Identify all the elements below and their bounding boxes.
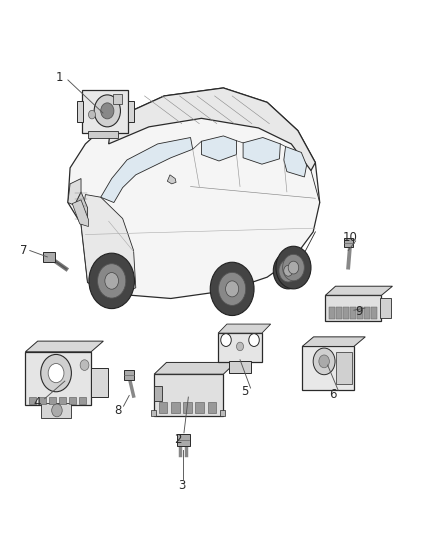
Text: 10: 10 xyxy=(343,231,358,244)
FancyBboxPatch shape xyxy=(151,410,156,416)
Text: 3: 3 xyxy=(178,479,185,491)
FancyBboxPatch shape xyxy=(77,101,83,122)
FancyBboxPatch shape xyxy=(325,295,381,321)
FancyBboxPatch shape xyxy=(336,352,352,384)
FancyBboxPatch shape xyxy=(88,131,118,138)
Circle shape xyxy=(48,364,64,383)
FancyBboxPatch shape xyxy=(364,307,370,319)
Circle shape xyxy=(249,334,259,346)
FancyBboxPatch shape xyxy=(183,402,192,413)
Circle shape xyxy=(283,254,304,281)
Circle shape xyxy=(284,265,293,276)
Circle shape xyxy=(276,246,311,289)
Circle shape xyxy=(88,110,95,119)
Circle shape xyxy=(89,253,134,309)
FancyBboxPatch shape xyxy=(91,368,108,397)
FancyBboxPatch shape xyxy=(39,397,46,404)
Polygon shape xyxy=(81,195,136,294)
FancyBboxPatch shape xyxy=(82,90,128,133)
FancyBboxPatch shape xyxy=(357,307,363,319)
Text: 4: 4 xyxy=(33,396,41,409)
Circle shape xyxy=(210,262,254,316)
Polygon shape xyxy=(201,136,237,161)
FancyBboxPatch shape xyxy=(177,434,190,446)
FancyBboxPatch shape xyxy=(171,402,180,413)
FancyBboxPatch shape xyxy=(344,238,353,247)
FancyBboxPatch shape xyxy=(25,352,91,405)
Polygon shape xyxy=(243,138,280,164)
FancyBboxPatch shape xyxy=(154,386,162,401)
FancyBboxPatch shape xyxy=(195,402,204,413)
FancyBboxPatch shape xyxy=(29,397,36,404)
Polygon shape xyxy=(74,192,88,225)
Polygon shape xyxy=(284,147,307,177)
FancyBboxPatch shape xyxy=(302,346,354,390)
Circle shape xyxy=(101,103,114,119)
Text: 8: 8 xyxy=(115,404,122,417)
FancyBboxPatch shape xyxy=(43,252,55,262)
Circle shape xyxy=(237,342,244,351)
FancyBboxPatch shape xyxy=(220,410,225,416)
Circle shape xyxy=(80,360,89,370)
FancyBboxPatch shape xyxy=(128,101,134,122)
Circle shape xyxy=(279,260,297,282)
Text: 5: 5 xyxy=(242,385,249,398)
Polygon shape xyxy=(109,88,315,171)
Text: 7: 7 xyxy=(20,244,28,257)
Circle shape xyxy=(319,355,329,368)
FancyBboxPatch shape xyxy=(49,397,56,404)
Circle shape xyxy=(52,404,62,417)
Circle shape xyxy=(288,261,299,274)
Polygon shape xyxy=(154,362,236,374)
Circle shape xyxy=(94,95,120,127)
FancyBboxPatch shape xyxy=(69,397,76,404)
FancyBboxPatch shape xyxy=(113,94,122,104)
Circle shape xyxy=(41,354,71,392)
FancyBboxPatch shape xyxy=(229,361,251,373)
FancyBboxPatch shape xyxy=(41,403,71,418)
Polygon shape xyxy=(325,286,392,295)
Polygon shape xyxy=(101,138,193,203)
FancyBboxPatch shape xyxy=(329,307,335,319)
FancyBboxPatch shape xyxy=(336,307,342,319)
Circle shape xyxy=(221,334,231,346)
FancyBboxPatch shape xyxy=(350,307,356,319)
FancyBboxPatch shape xyxy=(79,397,86,404)
Circle shape xyxy=(313,348,335,375)
FancyBboxPatch shape xyxy=(371,307,377,319)
Circle shape xyxy=(219,272,246,305)
FancyBboxPatch shape xyxy=(124,370,134,380)
FancyBboxPatch shape xyxy=(218,333,262,362)
Polygon shape xyxy=(25,341,103,352)
FancyBboxPatch shape xyxy=(343,307,349,319)
Polygon shape xyxy=(68,179,81,205)
Text: 1: 1 xyxy=(55,71,63,84)
Text: 9: 9 xyxy=(355,305,363,318)
Text: 6: 6 xyxy=(329,388,337,401)
Circle shape xyxy=(98,264,126,298)
Polygon shape xyxy=(218,324,271,333)
Circle shape xyxy=(273,253,303,289)
FancyBboxPatch shape xyxy=(208,402,216,413)
Polygon shape xyxy=(167,175,176,184)
FancyBboxPatch shape xyxy=(59,397,66,404)
FancyBboxPatch shape xyxy=(154,374,223,416)
Circle shape xyxy=(105,272,119,289)
Polygon shape xyxy=(68,88,320,298)
FancyBboxPatch shape xyxy=(380,298,391,318)
Circle shape xyxy=(226,281,239,297)
FancyBboxPatch shape xyxy=(159,402,167,413)
Text: 2: 2 xyxy=(173,433,181,446)
Polygon shape xyxy=(302,337,365,346)
Polygon shape xyxy=(72,200,88,227)
